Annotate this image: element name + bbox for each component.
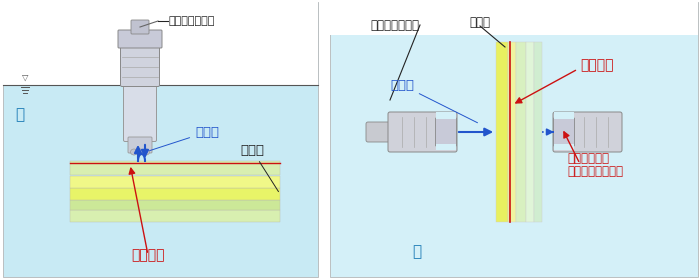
FancyBboxPatch shape [553,112,622,152]
Text: 超音波プローブ: 超音波プローブ [168,16,214,26]
Bar [508,42,516,222]
Bar [330,2,698,35]
FancyBboxPatch shape [554,118,575,146]
Text: 超音波: 超音波 [150,125,219,151]
Bar [70,200,280,210]
Text: 接合不良: 接合不良 [132,248,164,262]
Bar [436,112,456,119]
Bar [496,42,508,222]
FancyBboxPatch shape [118,30,162,48]
Bar [526,42,534,222]
FancyBboxPatch shape [120,46,160,87]
FancyBboxPatch shape [131,20,149,34]
Bar [554,112,574,119]
Bar [70,188,280,200]
Text: ▽: ▽ [22,73,28,82]
FancyBboxPatch shape [128,137,152,153]
Text: 大きく弱まる: 大きく弱まる [567,151,609,165]
Text: 被検体: 被検体 [470,15,491,29]
Ellipse shape [136,149,144,155]
Bar [3,2,318,277]
Ellipse shape [143,149,150,155]
Text: 被検体: 被検体 [240,144,279,192]
Text: 超音波: 超音波 [390,78,477,123]
Text: 水: 水 [15,108,24,123]
Bar [516,42,526,222]
Bar [70,210,280,222]
FancyBboxPatch shape [575,122,601,142]
Text: 水: 水 [412,244,421,260]
Bar [70,161,280,175]
Text: 接合不良: 接合不良 [580,58,613,72]
Text: または，なくなる: または，なくなる [567,165,623,178]
FancyBboxPatch shape [388,112,457,152]
Ellipse shape [130,149,137,155]
Bar [3,2,318,85]
Text: 超音波プローブ: 超音波プローブ [370,18,419,32]
FancyBboxPatch shape [123,78,157,141]
Bar [330,2,698,277]
FancyBboxPatch shape [366,122,392,142]
Bar [554,144,574,150]
Bar [534,42,542,222]
FancyBboxPatch shape [435,118,456,146]
Bar [436,144,456,150]
Bar [70,176,280,188]
